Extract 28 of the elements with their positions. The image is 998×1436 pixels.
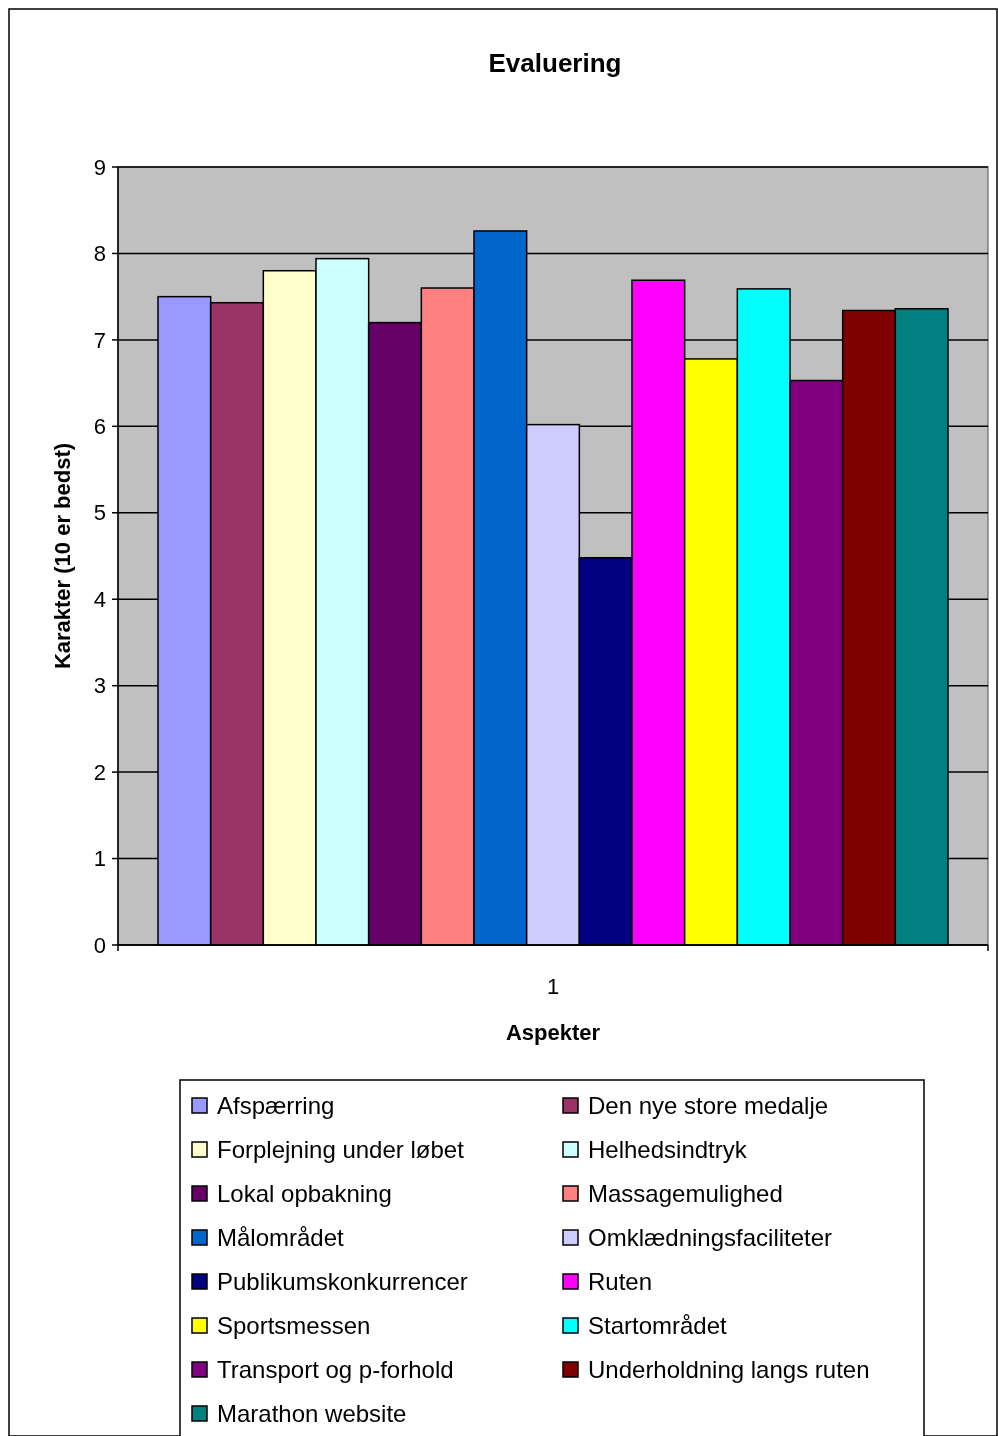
legend-label: Omklædningsfaciliteter [588, 1224, 833, 1252]
y-tick-label: 5 [93, 500, 106, 526]
legend-label: Startområdet [588, 1312, 728, 1340]
y-tick-label: 2 [93, 759, 106, 785]
legend-label: Sportsmessen [217, 1312, 371, 1340]
legend-label: Målområdet [217, 1224, 345, 1252]
y-tick-label: 0 [93, 932, 106, 958]
legend-label: Lokal opbakning [217, 1180, 392, 1208]
y-axis-title: Karakter (10 er bedst) [50, 442, 75, 670]
y-tick-label: 3 [93, 673, 106, 699]
y-tick-label: 4 [93, 586, 106, 612]
chart-title: Evaluering [488, 48, 622, 78]
y-tick-label: 9 [93, 154, 106, 180]
y-tick-label: 7 [93, 327, 106, 353]
legend-label: Afspærring [217, 1092, 335, 1120]
legend-label: Forplejning under løbet [217, 1136, 465, 1164]
x-axis-title: Aspekter [505, 1020, 601, 1045]
legend-label: Underholdning langs ruten [588, 1356, 870, 1384]
y-tick-label: 1 [93, 846, 106, 872]
legend-label: Massagemulighed [588, 1180, 783, 1208]
y-tick-label: 6 [93, 414, 106, 440]
legend-label: Publikumskonkurrencer [217, 1268, 468, 1296]
y-tick-label: 8 [93, 241, 106, 267]
legend-label: Transport og p-forhold [217, 1356, 454, 1384]
legend-label: Helhedsindtryk [588, 1136, 748, 1164]
legend-label: Den nye store medalje [588, 1092, 829, 1120]
legend-label: Marathon website [217, 1400, 407, 1428]
legend-label: Ruten [588, 1268, 653, 1296]
